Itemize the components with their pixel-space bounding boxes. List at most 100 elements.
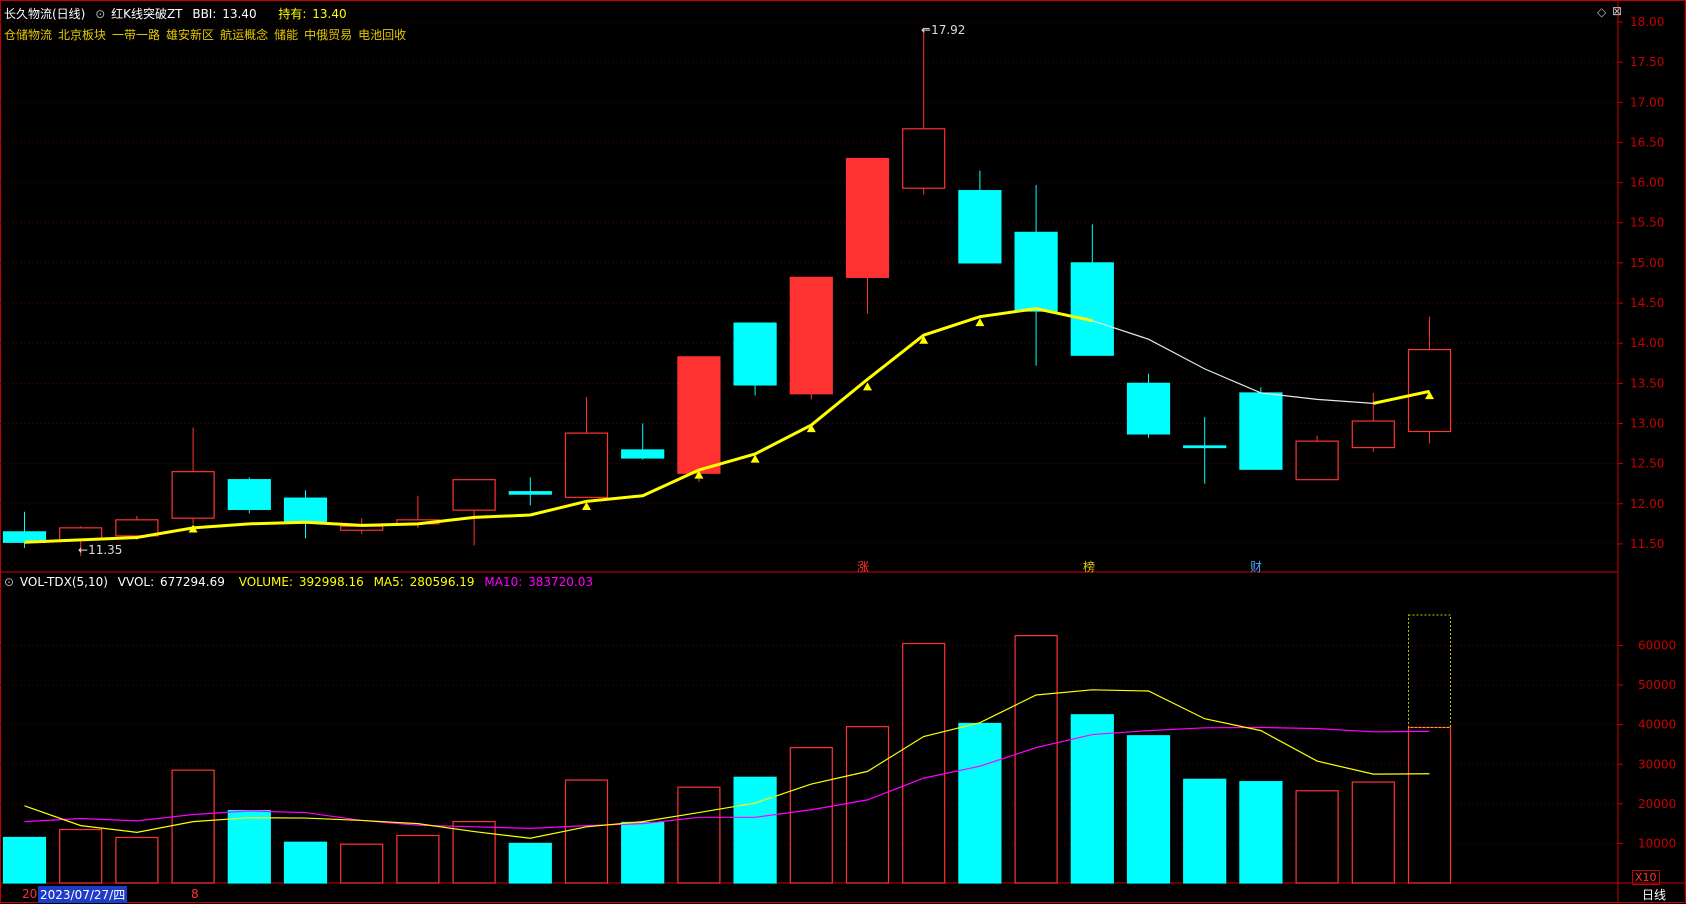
marker-zhang[interactable]: 涨: [857, 560, 870, 574]
concept-tag[interactable]: 储能: [274, 28, 299, 42]
high-annotation: ←17.92: [921, 23, 966, 37]
buy-arrow-icon: [806, 424, 816, 433]
scale-label: X10: [1632, 870, 1660, 885]
indicator-icon[interactable]: ⊙: [95, 7, 106, 21]
volume-bar: [396, 834, 440, 884]
candle-body: [902, 128, 946, 189]
candle-body: [789, 276, 833, 395]
volume-bar: [958, 722, 1002, 884]
candle-body: [1014, 231, 1058, 312]
volume-menu-icon[interactable]: ⊙: [4, 575, 15, 589]
volume-tick-label: 20000: [1638, 797, 1676, 811]
ma10-label: MA10:: [484, 575, 523, 589]
volume-tick-label: 60000: [1638, 639, 1676, 653]
vvol-label: VVOL:: [117, 575, 155, 589]
price-tick-label: 12.50: [1630, 457, 1664, 471]
buy-arrow-icon: [750, 454, 760, 463]
price-tick-label: 16.00: [1630, 176, 1664, 190]
candle-body: [1070, 262, 1114, 356]
volume-bar: [283, 841, 328, 884]
price-tick-label: 12.00: [1630, 497, 1664, 511]
buy-arrow-icon: [694, 470, 704, 479]
candle-body: [1239, 392, 1283, 470]
volume-bar: [677, 786, 721, 884]
buy-arrow-icon: [919, 335, 929, 344]
vvol-bar: [1408, 614, 1451, 728]
volume-bar: [621, 821, 665, 884]
marker-cai[interactable]: 财: [1250, 560, 1263, 574]
volume-header: ⊙ VOL-TDX(5,10) VVOL: 677294.69 VOLUME: …: [4, 575, 599, 589]
volume-tick-label: 10000: [1638, 836, 1676, 850]
ma5-line: [24, 689, 1430, 839]
volume-bar: [171, 769, 215, 884]
volume-bar: [227, 809, 271, 884]
diamond-icon[interactable]: ◇: [1597, 5, 1607, 19]
date-suffix: 8: [191, 887, 199, 901]
volume-bar: [1295, 790, 1339, 884]
volume-bar: [1239, 781, 1283, 884]
volume-bar: [1351, 781, 1395, 884]
candle-body: [2, 531, 47, 543]
volume-bar: [1070, 714, 1114, 884]
volume-bar: [2, 836, 47, 884]
volume-indicator-name[interactable]: VOL-TDX(5,10): [19, 575, 108, 589]
expand-icon[interactable]: ⊠: [1612, 4, 1623, 18]
volume-bar: [1407, 726, 1452, 884]
volume-value: 392998.16: [298, 575, 364, 589]
bbi-line-last: [1372, 389, 1430, 405]
concept-tag[interactable]: 一带一路: [112, 28, 161, 42]
candle-body: [508, 491, 552, 495]
candle-body: [564, 432, 609, 498]
ma5-label: MA5:: [373, 575, 404, 589]
period-button[interactable]: 日线: [1642, 888, 1667, 902]
price-header: 长久物流(日线) ⊙ 红K线突破ZT BBI: 13.40 持有: 13.40: [4, 5, 353, 22]
volume-tick-label: 50000: [1638, 678, 1676, 692]
indicator-name[interactable]: 红K线突破ZT: [111, 7, 183, 21]
price-tick-label: 14.00: [1630, 336, 1664, 350]
buy-arrow-icon: [188, 524, 198, 533]
volume-bar: [508, 842, 552, 884]
concept-list: 仓储物流 北京板块 一带一路 雄安新区 航运概念 储能 中俄贸易 电池回收: [4, 26, 412, 43]
buy-arrow-icon: [975, 318, 985, 327]
candle-body: [171, 471, 215, 519]
volume-bar: [1126, 735, 1171, 884]
price-tick-label: 13.50: [1630, 376, 1664, 390]
ma10-line: [24, 726, 1430, 829]
low-annotation: ←11.35: [78, 543, 123, 557]
price-tick-label: 17.00: [1630, 95, 1664, 109]
date-prefix: 20: [22, 887, 38, 901]
volume-bar: [902, 642, 946, 884]
volume-bar: [59, 828, 103, 884]
concept-tag[interactable]: 仓储物流: [4, 28, 53, 42]
crosshair-date: 2023/07/27/四: [38, 886, 128, 903]
buy-arrow-icon: [1425, 391, 1434, 400]
ma5-value: 280596.19: [409, 575, 475, 589]
price-tick-label: 15.50: [1630, 216, 1664, 230]
candle-body: [733, 322, 777, 386]
concept-tag[interactable]: 中俄贸易: [304, 28, 353, 42]
concept-tag[interactable]: 航运概念: [220, 28, 269, 42]
bbi-value: 13.40: [222, 7, 257, 21]
bbi-label: BBI:: [192, 7, 217, 21]
marker-bang[interactable]: 榜: [1083, 560, 1096, 574]
candle-body: [958, 190, 1002, 264]
price-tick-label: 11.50: [1630, 537, 1664, 551]
bbi-line-tail: [1035, 308, 1430, 405]
candle-body: [845, 157, 890, 278]
ma10-value: 383720.03: [528, 575, 593, 589]
price-tick-label: 18.00: [1630, 15, 1664, 29]
volume-bar: [1183, 778, 1227, 884]
candle-body: [621, 449, 665, 459]
candle-body: [1407, 349, 1452, 433]
candle-body: [677, 356, 721, 474]
hold-label: 持有:: [278, 7, 307, 21]
concept-tag[interactable]: 电池回收: [358, 28, 407, 42]
volume-bar: [1014, 635, 1058, 884]
concept-tag[interactable]: 北京板块: [58, 28, 107, 42]
candle-body: [115, 519, 159, 537]
buy-arrow-icon: [863, 382, 872, 391]
stock-name[interactable]: 长久物流(日线): [4, 7, 86, 21]
concept-tag[interactable]: 雄安新区: [166, 28, 215, 42]
date-bar: 20 2023/07/27/四 8: [0, 886, 1600, 903]
